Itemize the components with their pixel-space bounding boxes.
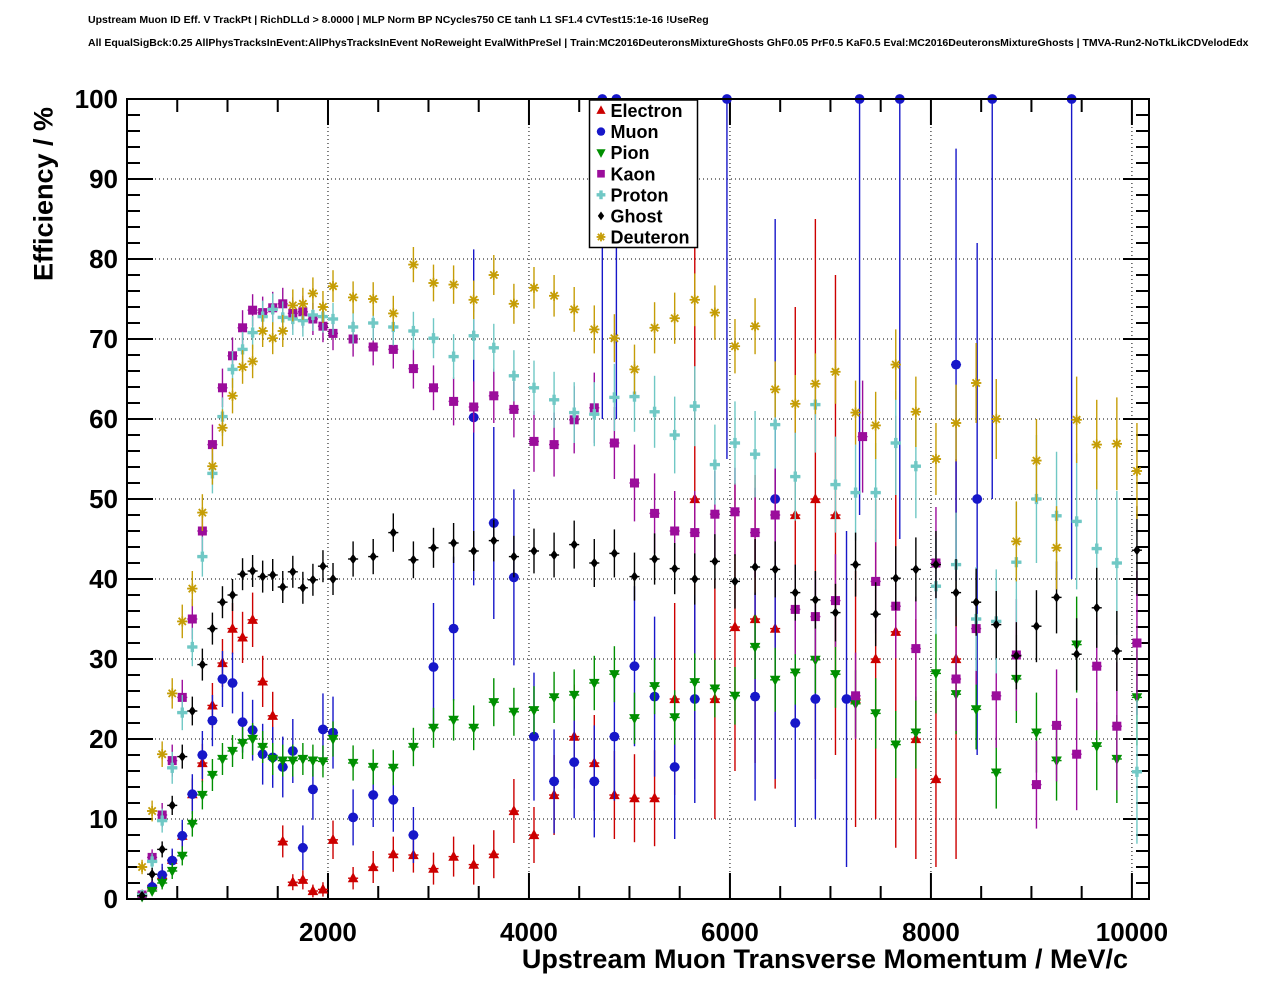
y-tick-label: 20 — [89, 724, 118, 754]
legend-label: Deuteron — [611, 227, 690, 247]
series-kaon — [137, 287, 1142, 900]
y-tick-label: 70 — [89, 324, 118, 354]
legend-item-pion: Pion — [596, 143, 650, 163]
legend-label: Muon — [611, 122, 659, 142]
legend-item-proton: Proton — [596, 185, 669, 205]
y-tick-label: 0 — [104, 884, 118, 914]
y-tick-label: 80 — [89, 244, 118, 274]
series-proton — [136, 293, 1143, 901]
x-tick-label: 2000 — [299, 917, 357, 947]
y-tick-label: 90 — [89, 164, 118, 194]
x-tick-label: 4000 — [500, 917, 558, 947]
series-electron — [136, 219, 962, 900]
legend-item-electron: Electron — [596, 101, 683, 121]
legend-item-muon: Muon — [596, 122, 659, 142]
plot-title-line1: Upstream Muon ID Eff. V TrackPt | RichDL… — [88, 14, 709, 26]
y-tick-label: 40 — [89, 564, 118, 594]
legend-label: Kaon — [611, 164, 656, 184]
x-tick-label: 6000 — [701, 917, 759, 947]
legend-label: Ghost — [611, 206, 663, 226]
series-pion — [136, 596, 1143, 903]
legend-item-kaon: Kaon — [597, 164, 656, 184]
y-tick-label: 30 — [89, 644, 118, 674]
legend-item-deuteron: Deuteron — [596, 227, 690, 247]
x-tick-label: 8000 — [902, 917, 960, 947]
y-tick-label: 60 — [89, 404, 118, 434]
series-deuteron — [136, 247, 1143, 875]
x-axis-title: Upstream Muon Transverse Momentum / MeV/… — [521, 944, 1129, 974]
chart-frame — [126, 98, 1150, 900]
y-tick-label: 10 — [89, 804, 118, 834]
y-tick-label: 100 — [75, 84, 118, 114]
legend-label: Pion — [611, 143, 650, 163]
axis-ticks — [127, 98, 1149, 900]
series-ghost — [137, 506, 1142, 901]
legend-label: Proton — [611, 185, 669, 205]
legend-item-ghost: Ghost — [597, 206, 663, 226]
tick-labels: 0 10 20 30 40 50 60 70 80 90 100 2000 4000 6000 8000 10… — [75, 84, 1168, 947]
x-tick-label: 10000 — [1096, 917, 1168, 947]
y-tick-label: 50 — [89, 484, 118, 514]
legend-label: Electron — [611, 101, 683, 121]
plot-title-line2: All EqualSigBck:0.25 AllPhysTracksInEven… — [88, 37, 1249, 49]
